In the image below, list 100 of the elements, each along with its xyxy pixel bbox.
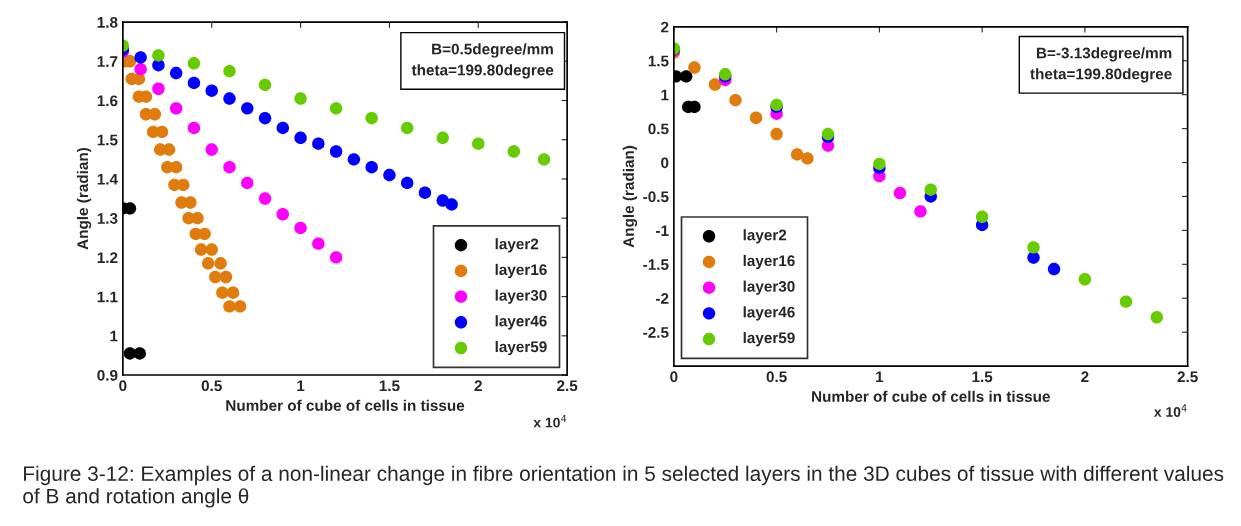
point — [312, 237, 325, 250]
text: x 10$^{4}$ — [1153, 404, 1187, 417]
point — [276, 121, 290, 135]
x-axis-title: Number of cube of cells in tissue — [226, 399, 465, 411]
x-tick-label: 0 — [670, 371, 678, 383]
point — [214, 257, 227, 270]
point — [400, 121, 414, 135]
point — [194, 243, 208, 256]
x-tick-label: 2 — [1081, 371, 1089, 383]
x-tick-label: 1 — [297, 380, 305, 391]
point — [708, 78, 722, 91]
x-tick-label: 2.5 — [557, 380, 578, 392]
point — [223, 64, 236, 78]
point — [169, 102, 183, 115]
point — [169, 66, 183, 80]
point — [219, 270, 233, 284]
y-tick-label: 1.3 — [97, 213, 118, 224]
x-tick-label: 2 — [474, 380, 482, 391]
point — [472, 137, 485, 150]
point — [790, 148, 804, 161]
point — [133, 347, 146, 360]
point — [258, 78, 272, 92]
point — [294, 221, 307, 235]
point — [198, 227, 211, 241]
legend-label: layer30 — [495, 289, 547, 304]
point — [749, 111, 763, 124]
y-tick-label: 1.8 — [97, 16, 118, 28]
point — [152, 49, 165, 62]
y-axis-title: Angle (radian) — [622, 145, 638, 248]
x-tick-label: 1 — [876, 371, 884, 383]
point — [873, 157, 886, 171]
legend-label: layer2 — [495, 238, 539, 253]
point — [201, 257, 215, 270]
point — [924, 183, 937, 196]
point — [226, 286, 240, 299]
x-tick-label: 1.5 — [379, 380, 400, 392]
point — [276, 208, 290, 221]
y-tick-label: 1 — [661, 89, 669, 101]
x-tick-label: 2.5 — [1177, 371, 1198, 383]
legend-label: layer16 — [743, 254, 795, 270]
point — [294, 92, 307, 105]
x-tick-label: 0 — [119, 380, 127, 392]
y-tick-label: -2.5 — [643, 327, 669, 338]
point — [209, 270, 222, 284]
point — [187, 121, 201, 135]
point — [1027, 251, 1040, 264]
y-tick-label: 0.9 — [97, 369, 118, 381]
y-tick-label: 1.6 — [97, 95, 118, 107]
point — [258, 111, 272, 125]
y-tick-label: -0.5 — [643, 191, 669, 203]
point — [436, 131, 449, 144]
x-tick-label: 0.5 — [201, 380, 222, 392]
annotation: B=-3.13degree/mm theta=199.80degree — [1030, 47, 1172, 83]
point — [169, 160, 183, 174]
point — [1027, 241, 1040, 254]
point — [893, 186, 907, 200]
text: x 10$^{4}$ — [533, 414, 567, 428]
point — [134, 62, 147, 76]
point — [312, 137, 325, 150]
y-tick-label: 0.5 — [648, 123, 669, 135]
y-tick-label: 1.2 — [97, 252, 118, 263]
point — [729, 93, 742, 107]
point — [1078, 273, 1092, 286]
point — [365, 111, 378, 125]
point — [418, 186, 432, 199]
y-tick-label: -1.5 — [643, 259, 669, 270]
point — [223, 160, 236, 174]
x-tick-label: 0.5 — [766, 371, 787, 383]
y-axis-title: Angle (radian) — [76, 147, 92, 250]
y-tick-label: 2 — [661, 21, 669, 33]
point — [679, 70, 693, 83]
point — [233, 300, 247, 313]
legend-label: layer16 — [495, 263, 547, 279]
point — [400, 176, 414, 190]
point — [347, 153, 361, 166]
point — [258, 192, 272, 205]
point — [914, 205, 927, 218]
y-tick-label: -2 — [656, 293, 669, 304]
point — [507, 145, 521, 158]
point — [294, 131, 307, 144]
point — [187, 57, 201, 70]
point — [241, 176, 254, 190]
y-tick-label: 1.4 — [97, 173, 118, 185]
point — [1047, 262, 1061, 276]
x-tick-label: 1.5 — [972, 371, 993, 383]
y-tick-label: 1 — [110, 330, 118, 342]
y-tick-label: 1.5 — [648, 55, 669, 67]
point — [205, 84, 218, 97]
legend-label: layer46 — [743, 306, 795, 321]
point — [329, 102, 343, 115]
point — [187, 76, 201, 90]
point — [801, 152, 814, 165]
legend-label: layer59 — [495, 340, 547, 356]
point — [223, 92, 236, 105]
point — [241, 102, 254, 115]
point — [770, 127, 783, 141]
point — [383, 168, 396, 182]
point — [162, 143, 176, 156]
point — [148, 108, 162, 121]
caption: Figure 3-12: Examples of a non-linear change in fibre orientation in 5 selected layers in the 3D cubes of tissue with different values of B and rotation angle θ — [23, 465, 1224, 508]
